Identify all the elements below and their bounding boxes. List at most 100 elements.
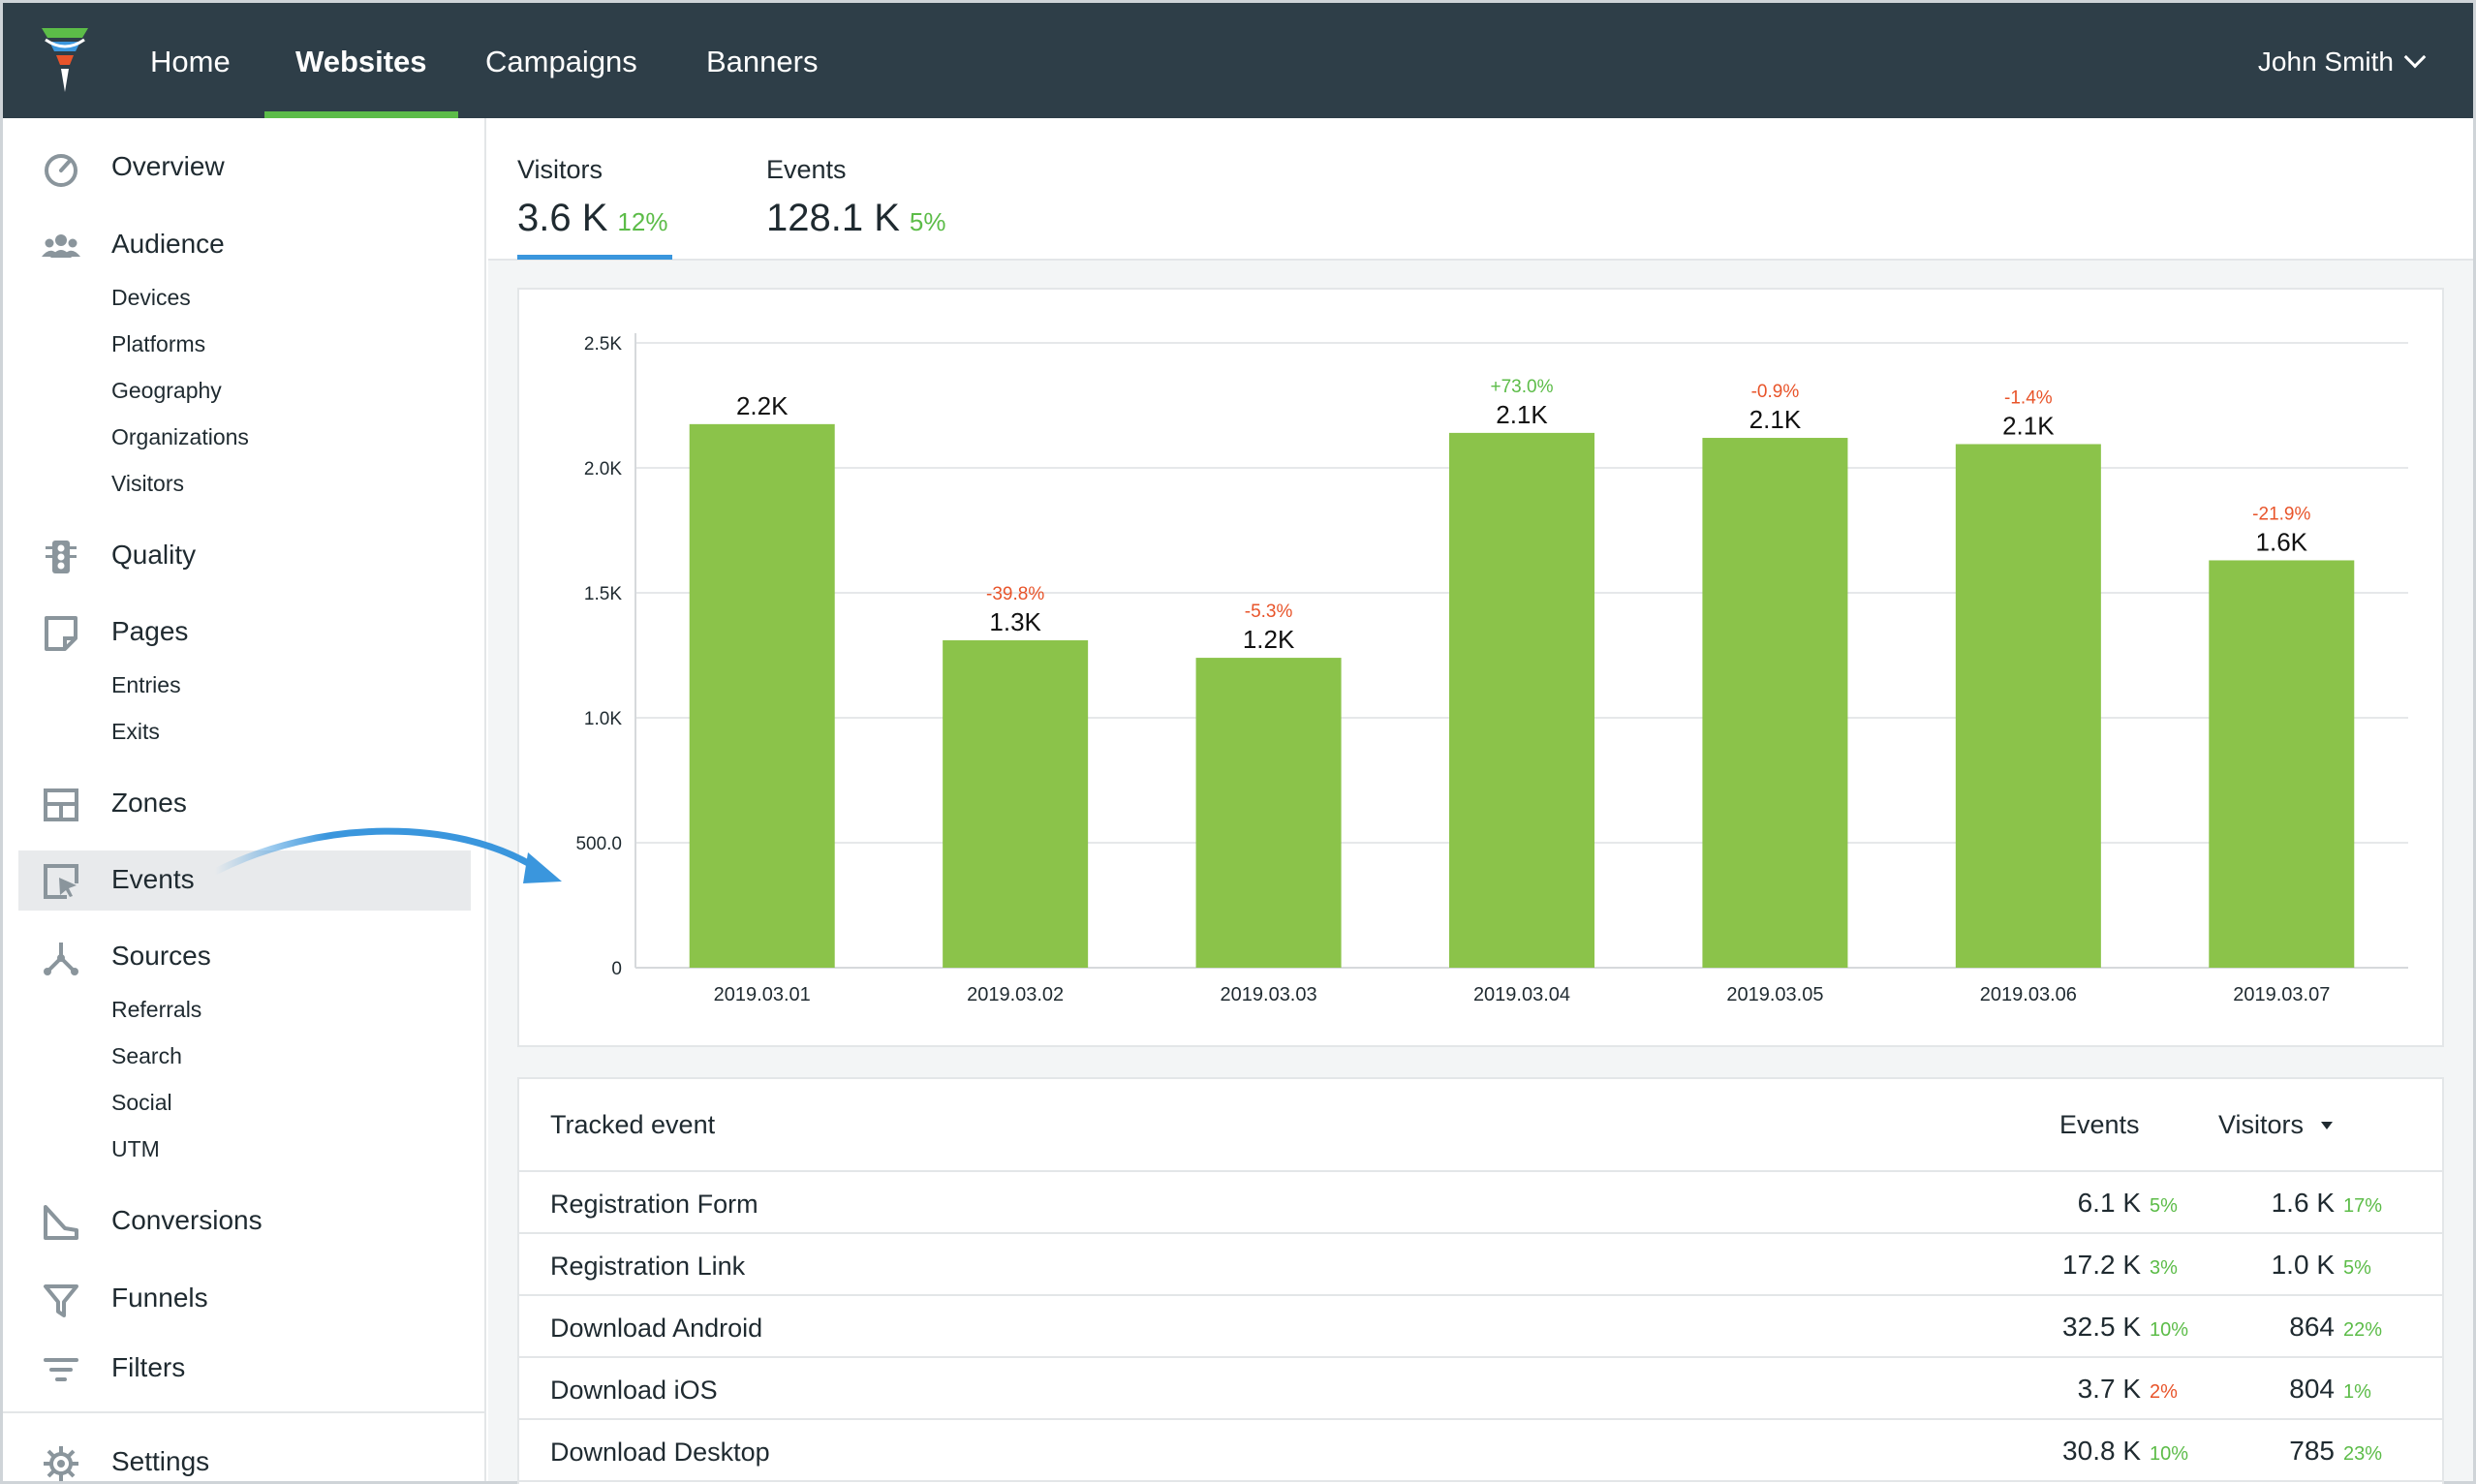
event-name: Download iOS [550, 1376, 718, 1405]
traffic-light-icon [46, 541, 77, 573]
bar-change-label: -0.9% [1751, 382, 1800, 402]
event-name: Download Android [550, 1314, 763, 1343]
sort-desc-icon [2321, 1122, 2334, 1129]
sidebar: Overview Audience Devices Platforms Geog… [3, 118, 486, 1481]
sidebar-item-conversions[interactable]: Conversions [3, 1191, 486, 1250]
sidebar-label-overview: Overview [111, 151, 225, 181]
sidebar-item-settings[interactable]: Settings [3, 1433, 486, 1484]
nav-home[interactable]: Home [150, 45, 231, 78]
chart-card: 0 500.0 1.0K 1.5K 2.0K 2.5K 2.2K 2019.03.01 1.3K… [517, 288, 2444, 1047]
sidebar-label-funnels: Funnels [111, 1283, 208, 1313]
sidebar-item-audience[interactable]: Audience [3, 215, 486, 273]
events-table: Tracked event Events Visitors Registrati… [517, 1077, 2444, 1484]
visitors-value: 864 [2289, 1312, 2335, 1342]
user-menu[interactable]: John Smith [2258, 3, 2427, 118]
sidebar-item-exits[interactable]: Exits [111, 719, 160, 744]
bar-change-label: -5.3% [1245, 602, 1293, 622]
visitors-pct: 22% [2343, 1319, 2383, 1341]
sidebar-item-devices[interactable]: Devices [111, 285, 191, 310]
nav-websites[interactable]: Websites [295, 45, 427, 78]
sources-fork-icon [44, 943, 78, 975]
bar-value-label: 1.3K [989, 607, 1041, 636]
sidebar-item-sources[interactable]: Sources [3, 927, 486, 985]
layout-zones-icon [44, 788, 78, 821]
bar [1702, 438, 1848, 968]
x-tick-label: 2019.03.06 [1980, 984, 2077, 1005]
event-name: Registration Link [550, 1252, 746, 1281]
bar-value-label: 2.1K [2002, 411, 2055, 440]
visitors-pct: 17% [2343, 1195, 2383, 1217]
sidebar-item-geography[interactable]: Geography [111, 378, 222, 403]
events-pct: 10% [2150, 1443, 2189, 1465]
page-icon [45, 616, 77, 651]
sidebar-label-conversions: Conversions [111, 1205, 263, 1235]
visitors-value: 1.6 K [2271, 1188, 2335, 1218]
table-row[interactable]: Download Android 32.5 K 10% 864 22% [519, 1296, 2442, 1358]
y-tick-label: 2.0K [584, 459, 622, 479]
top-navbar: Home Websites Campaigns Banners John Smi… [3, 3, 2473, 118]
bar-change-label: -39.8% [986, 584, 1044, 604]
sidebar-label-settings: Settings [111, 1446, 210, 1476]
events-pct: 3% [2150, 1257, 2178, 1279]
stat-value-events: 128.1 K [766, 197, 900, 239]
sidebar-item-quality[interactable]: Quality [3, 526, 486, 584]
table-row[interactable]: Registration Link 17.2 K 3% 1.0 K 5% [519, 1234, 2442, 1296]
sidebar-item-zones[interactable]: Zones [3, 774, 486, 832]
stat-pct-visitors: 12% [617, 207, 668, 236]
bar [1449, 432, 1594, 968]
events-value: 3.7 K [2077, 1374, 2141, 1404]
sidebar-item-entries[interactable]: Entries [111, 672, 181, 697]
visitors-pct: 23% [2343, 1443, 2383, 1465]
sidebar-item-utm[interactable]: UTM [111, 1136, 160, 1161]
stat-label-events: Events [766, 155, 847, 184]
cursor-click-icon [44, 864, 78, 899]
visitors-value: 1.0 K [2271, 1250, 2335, 1280]
table-row[interactable]: Download Desktop 30.8 K 10% 785 23% [519, 1420, 2442, 1482]
event-name: Download Desktop [550, 1438, 770, 1467]
table-row[interactable]: Registration Form 6.1 K 5% 1.6 K 17% [519, 1172, 2442, 1234]
y-tick-label: 500.0 [575, 834, 622, 854]
sidebar-item-social[interactable]: Social [111, 1090, 172, 1115]
stat-tab-active-indicator [517, 255, 672, 260]
conversions-chart-icon [44, 1205, 78, 1240]
y-tick-label: 0 [611, 959, 622, 979]
col-header-events[interactable]: Events [2059, 1110, 2140, 1139]
sidebar-label-quality: Quality [111, 540, 197, 570]
events-value: 32.5 K [2062, 1312, 2141, 1342]
sidebar-item-pages[interactable]: Pages [3, 603, 486, 661]
nav-banners[interactable]: Banners [706, 45, 819, 78]
events-pct: 5% [2150, 1195, 2178, 1217]
filter-lines-icon [44, 1358, 78, 1381]
table-row[interactable]: Download iOS 3.7 K 2% 804 1% [519, 1358, 2442, 1420]
stat-tab-events[interactable]: Events 128.1 K 5% [766, 155, 945, 240]
table-header: Tracked event Events Visitors [519, 1079, 2442, 1172]
event-name: Registration Form [550, 1190, 758, 1219]
nav-campaigns[interactable]: Campaigns [485, 45, 637, 78]
gear-icon [44, 1446, 78, 1481]
sidebar-item-platforms[interactable]: Platforms [111, 331, 206, 356]
sidebar-item-organizations[interactable]: Organizations [111, 424, 249, 449]
sidebar-item-funnels[interactable]: Funnels [3, 1269, 486, 1327]
events-value: 6.1 K [2077, 1188, 2141, 1218]
sidebar-item-overview[interactable]: Overview [3, 138, 486, 196]
app-logo-icon[interactable] [38, 24, 92, 96]
bar-value-label: 2.2K [736, 391, 789, 420]
stat-tab-visitors[interactable]: Visitors 3.6 K 12% [517, 155, 667, 240]
sidebar-label-zones: Zones [111, 788, 187, 818]
events-value: 17.2 K [2062, 1250, 2141, 1280]
events-pct: 10% [2150, 1319, 2189, 1341]
sidebar-label-sources: Sources [111, 941, 211, 971]
visitors-value: 804 [2289, 1374, 2335, 1404]
col-header-visitors[interactable]: Visitors [2218, 1110, 2334, 1140]
events-value: 30.8 K [2062, 1436, 2141, 1466]
sidebar-item-referrals[interactable]: Referrals [111, 997, 202, 1022]
visitors-value: 785 [2289, 1436, 2335, 1466]
sidebar-item-search[interactable]: Search [111, 1043, 182, 1068]
speedometer-icon [45, 154, 77, 187]
sidebar-item-visitors[interactable]: Visitors [111, 471, 184, 496]
users-icon [42, 234, 80, 258]
x-tick-label: 2019.03.03 [1221, 984, 1317, 1005]
col-header-event[interactable]: Tracked event [550, 1110, 716, 1139]
sidebar-item-filters[interactable]: Filters [3, 1339, 486, 1397]
y-tick-label: 1.5K [584, 584, 622, 604]
